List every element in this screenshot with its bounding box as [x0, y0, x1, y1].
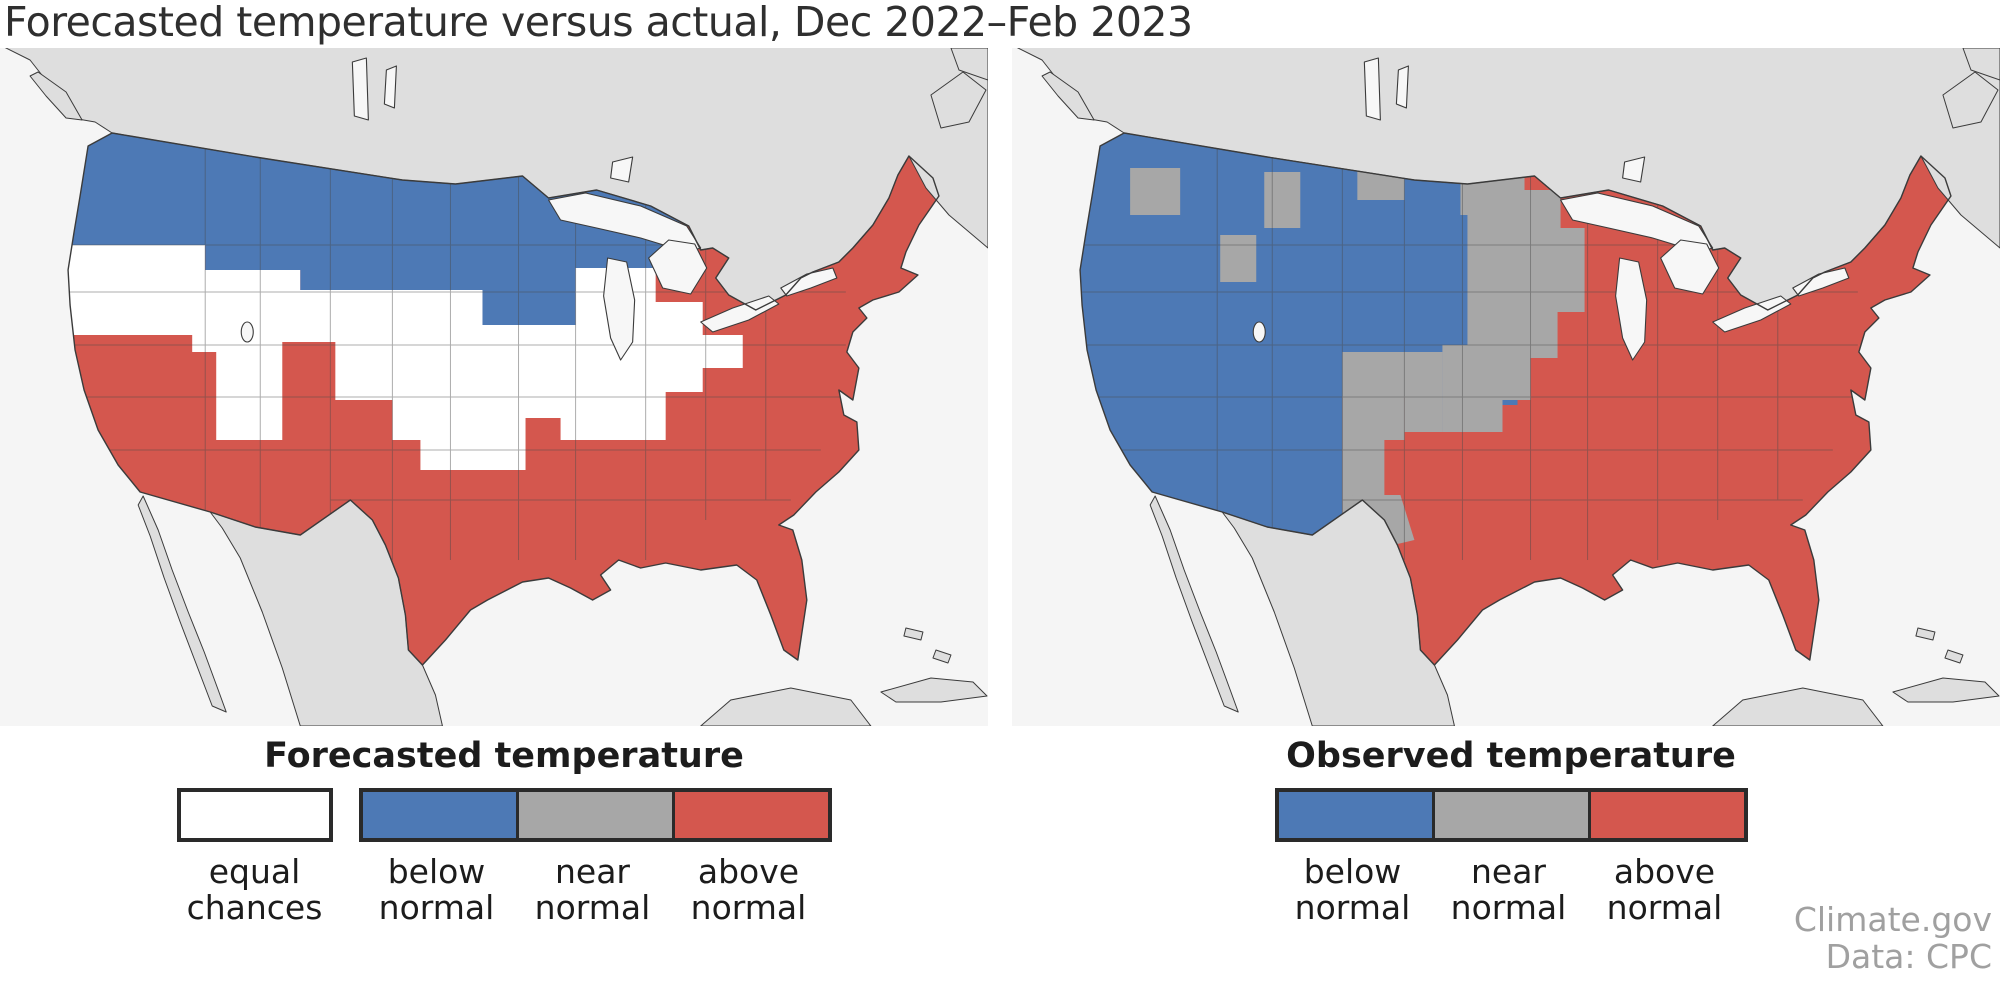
- legend-label-near-normal: near normal: [534, 852, 651, 927]
- cuba: [1892, 677, 2000, 703]
- lake-manitoba: [1395, 65, 1409, 109]
- forecast-map: [0, 48, 988, 726]
- legend-swatch-below-normal: [362, 792, 516, 838]
- legend-group: below normal near normal above normal: [358, 788, 832, 927]
- legend-label-below-normal: below normal: [378, 852, 495, 927]
- nova-scotia: [1942, 71, 1999, 129]
- attribution-data: Data: CPC: [1825, 936, 1992, 976]
- forecast-legend: Forecasted temperature equal chances belo…: [168, 736, 840, 925]
- us-outline: [67, 132, 940, 666]
- lake-winnipeg: [1363, 57, 1381, 121]
- legend-group: below normal near normal above normal: [1274, 788, 1748, 927]
- attribution: Climate.gov Data: CPC: [1793, 900, 1992, 976]
- bahamas: [903, 627, 952, 664]
- legend-swatch-near-normal: [515, 792, 672, 838]
- great-salt-lake: [240, 321, 254, 343]
- legend-swatch-bar: [358, 788, 832, 842]
- lake-manitoba: [383, 65, 397, 109]
- us-outline: [1079, 132, 1952, 666]
- forecast-legend-title: Forecasted temperature: [264, 736, 744, 776]
- lake-michigan: [603, 257, 636, 361]
- legend-swatch-below-normal: [1278, 792, 1432, 838]
- observed-legend: Observed temperature below normal near no…: [1268, 736, 1754, 925]
- bahamas: [1915, 627, 1964, 664]
- state-borders: [1080, 140, 1858, 560]
- forecast-legend-row: equal chances below normal near normal abov…: [168, 788, 840, 925]
- great-lakes: [1252, 57, 1850, 361]
- vancouver-island: [1041, 71, 1095, 121]
- yucatan: [1712, 687, 1884, 726]
- baja-california: [1149, 495, 1239, 713]
- legend-swatch-above-normal: [671, 792, 828, 838]
- legend-swatch-above-normal: [1587, 792, 1744, 838]
- observed-legend-title: Observed temperature: [1286, 736, 1736, 776]
- legend-swatch-equal-chances: [180, 792, 329, 838]
- page-title: Forecasted temperature versus actual, De…: [4, 0, 1193, 46]
- nova-scotia: [930, 71, 987, 129]
- legend-label-equal-chances: equal chances: [186, 852, 323, 927]
- observed-map: [1012, 48, 2000, 726]
- lake-ontario: [780, 267, 838, 297]
- great-lakes: [240, 57, 838, 361]
- vancouver-island: [29, 71, 83, 121]
- yucatan: [700, 687, 872, 726]
- legend-label-above-normal: above normal: [1606, 852, 1723, 927]
- lake-huron: [648, 239, 708, 295]
- lake-winnipeg: [351, 57, 369, 121]
- legend-group: equal chances: [176, 788, 333, 927]
- newfoundland: [950, 48, 988, 81]
- lake-michigan: [1615, 257, 1648, 361]
- legend-swatch-near-normal: [1431, 792, 1588, 838]
- baja-california: [137, 495, 227, 713]
- legend-swatch-bar: [176, 788, 333, 842]
- map-pair: [0, 48, 2000, 726]
- lake-huron: [1660, 239, 1720, 295]
- legend-label-near-normal: near normal: [1450, 852, 1567, 927]
- newfoundland: [1962, 48, 2000, 81]
- attribution-source: Climate.gov: [1793, 900, 1992, 939]
- lake-erie: [1712, 295, 1792, 333]
- legend-label-below-normal: below normal: [1294, 852, 1411, 927]
- legend-label-above-normal: above normal: [690, 852, 807, 927]
- us-region-equal-chances: [68, 245, 743, 470]
- great-salt-lake: [1252, 321, 1266, 343]
- lake-nipigon: [1622, 156, 1646, 183]
- legend-swatch-bar: [1274, 788, 1748, 842]
- lake-erie: [700, 295, 780, 333]
- lake-nipigon: [610, 156, 634, 183]
- observed-legend-row: below normal near normal above normal: [1268, 788, 1754, 925]
- cuba: [880, 677, 988, 703]
- lake-ontario: [1792, 267, 1850, 297]
